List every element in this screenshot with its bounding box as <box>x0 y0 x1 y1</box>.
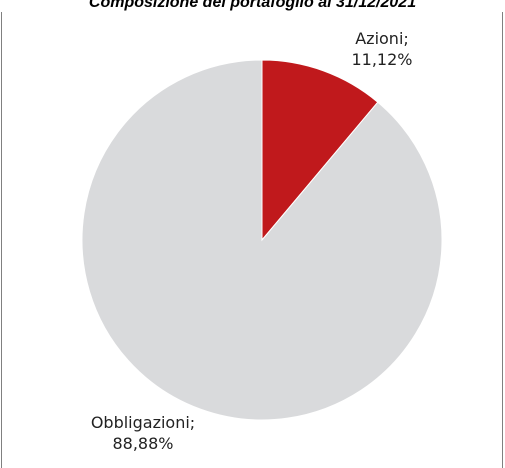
chart-border-right <box>502 12 503 468</box>
slice-category-azioni: Azioni <box>355 29 404 48</box>
slice-label-obbligazioni: Obbligazioni; 88,88% <box>68 412 218 454</box>
chart-border-left <box>1 12 2 468</box>
slice-label-azioni: Azioni; 11,12% <box>332 28 432 70</box>
pie-slice-azioni <box>261 59 379 242</box>
slice-value-azioni: 11,12% <box>351 50 413 69</box>
slice-category-obbligazioni: Obbligazioni <box>90 413 190 432</box>
chart-title: Composizione del portafoglio al 31/12/20… <box>88 0 417 11</box>
pie-slice-obbligazioni <box>81 59 443 421</box>
slice-value-obbligazioni: 88,88% <box>112 434 174 453</box>
